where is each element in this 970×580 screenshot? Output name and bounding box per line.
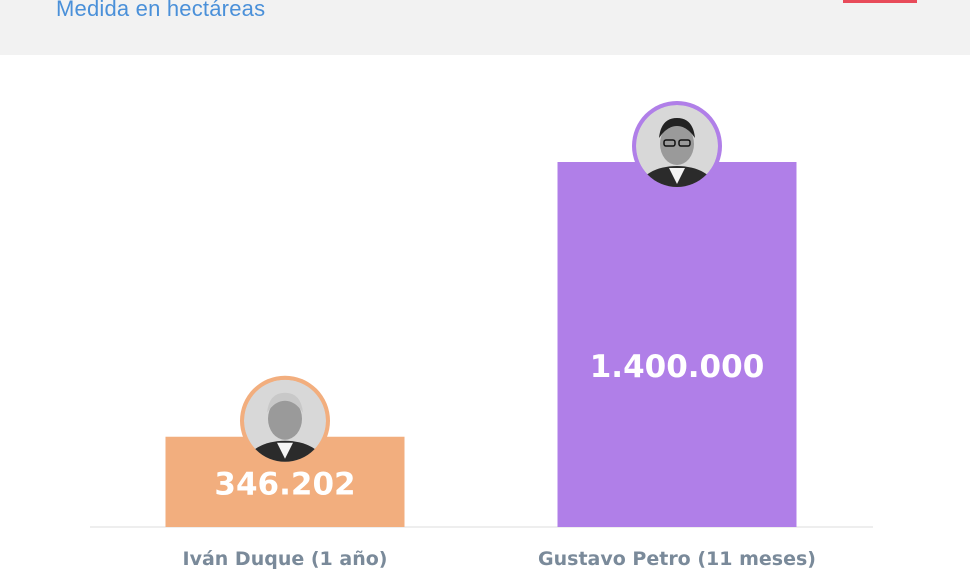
bar-value-label: 1.400.000 <box>590 349 765 385</box>
avatar-petro <box>632 101 722 191</box>
logo-accent-bar <box>843 0 917 3</box>
category-label: Gustavo Petro (11 meses) <box>538 548 816 570</box>
avatar-duque <box>240 375 330 466</box>
bar-value-label: 346.202 <box>214 467 355 503</box>
category-label: Iván Duque (1 año) <box>183 548 388 570</box>
header-band: Medida en hectáreas <box>0 0 970 55</box>
bar-1 <box>557 162 797 527</box>
chart-subtitle: Medida en hectáreas <box>56 0 266 21</box>
